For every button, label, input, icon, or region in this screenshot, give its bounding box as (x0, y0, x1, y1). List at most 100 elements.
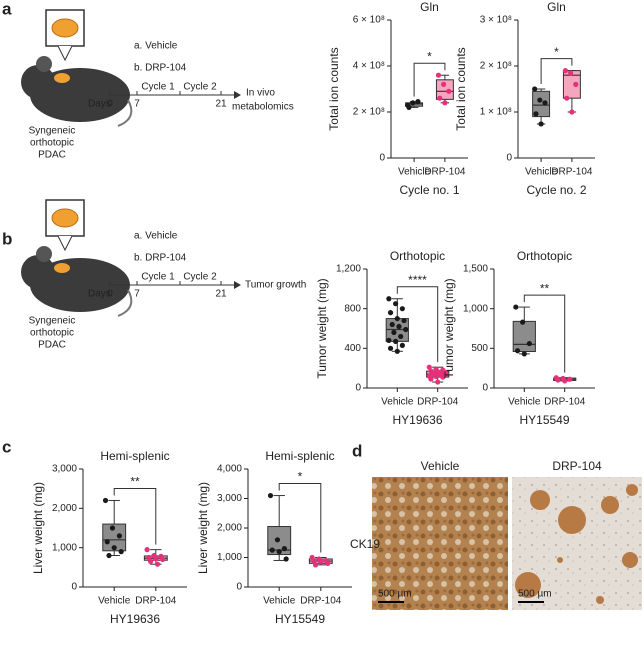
cycle-label: Cycle 2 (183, 82, 217, 93)
panel-label: a (2, 0, 12, 18)
data-point (537, 97, 543, 103)
data-point (267, 492, 274, 499)
data-point (513, 304, 519, 310)
y-axis-label: Liver weight (mg) (31, 482, 45, 574)
x-tick-label: Vehicle (508, 397, 541, 408)
box (102, 523, 127, 552)
significance-label: * (427, 49, 432, 63)
data-point (562, 378, 568, 384)
chart-title: Hemi-splenic (265, 449, 334, 463)
timeline-arrow (234, 91, 241, 99)
day-label: 21 (215, 99, 227, 110)
y-tick-label: 0 (379, 153, 385, 164)
data-point (386, 296, 392, 302)
data-point (154, 561, 161, 567)
mouse-head (21, 65, 55, 99)
data-point (394, 315, 400, 322)
column-label: Vehicle (421, 459, 460, 473)
mouse-tail (117, 289, 133, 317)
day-label: 0 (107, 99, 113, 110)
data-point (398, 333, 404, 340)
y-tick-label: 400 (344, 343, 361, 354)
mouse-tail (117, 99, 133, 127)
icon-pointer (57, 235, 73, 252)
arm-label: a. Vehicle (134, 41, 178, 52)
x-axis-label: HY15549 (275, 612, 325, 626)
y-axis-label: Total ion counts (454, 47, 468, 130)
data-point (146, 554, 152, 561)
x-axis-label: Cycle no. 1 (399, 183, 459, 197)
data-point (399, 342, 405, 348)
y-tick-label: 1,000 (217, 552, 242, 563)
data-point (410, 100, 416, 106)
data-point (567, 376, 573, 382)
data-point (118, 549, 124, 555)
data-point (283, 556, 289, 562)
box (435, 79, 454, 100)
data-point (274, 537, 281, 543)
tumor-site (54, 73, 70, 83)
significance-label: ** (130, 475, 140, 489)
model-label: Syngeneic (29, 316, 76, 327)
box-chart: Hemi-splenic 0 1,000 2,000 3,000 4,000 Liver w… (196, 449, 352, 626)
data-point (160, 556, 166, 563)
data-point (391, 329, 397, 336)
data-point (269, 547, 275, 553)
y-tick-label: 3,000 (217, 493, 242, 504)
model-label: orthotopic (30, 328, 74, 339)
data-point (435, 379, 441, 385)
data-point (433, 373, 439, 380)
y-tick-label: 2 × 10⁸ (353, 107, 385, 118)
day-label: 7 (134, 99, 140, 110)
data-point (403, 326, 409, 333)
arm-label: b. DRP-104 (134, 253, 187, 264)
y-axis-label: Total ion counts (327, 47, 341, 130)
box-chart: Gln 0 2 × 10⁸ 4 × 10⁸ 6 × 10⁸ Total ion count… (327, 0, 468, 197)
data-point (281, 546, 288, 552)
x-axis-label: HY19636 (392, 413, 442, 427)
tumor-nodules (515, 484, 638, 604)
x-tick-label: Vehicle (98, 596, 131, 607)
x-tick-label: Vehicle (525, 167, 558, 178)
icon-pointer (57, 45, 73, 62)
data-point (144, 547, 150, 553)
y-tick-label: 3,000 (52, 464, 77, 475)
y-tick-label: 4,000 (217, 464, 242, 475)
data-point (573, 81, 579, 87)
data-point (393, 338, 399, 344)
x-axis-label: HY19636 (110, 612, 160, 626)
data-point (542, 100, 548, 106)
data-point (442, 100, 448, 106)
arm-label: a. Vehicle (134, 231, 178, 242)
column-label: DRP-104 (552, 459, 602, 473)
row-label: CK19 (350, 537, 380, 551)
x-tick-label: DRP-104 (424, 167, 466, 178)
y-tick-label: 3 × 10⁸ (480, 15, 512, 26)
y-tick-label: 500 (471, 343, 488, 354)
data-point (555, 377, 561, 383)
panel-label: b (2, 229, 12, 248)
mouse-ear (36, 56, 52, 72)
histology: Vehicle DRP-104 CK19 500 µm 500 µm (350, 459, 642, 610)
data-point (393, 301, 399, 307)
data-point (394, 348, 400, 354)
data-point (533, 111, 539, 117)
data-point (521, 351, 527, 357)
x-axis-label: HY15549 (519, 413, 569, 427)
mouse-ear (36, 246, 52, 262)
data-point (104, 539, 110, 545)
arm-label: b. DRP-104 (134, 63, 187, 74)
data-point (520, 319, 526, 325)
day-label: 0 (107, 289, 113, 300)
panel-label: d (352, 441, 362, 460)
significance-label: ** (540, 281, 550, 295)
data-point (325, 560, 331, 567)
mouse-body (30, 258, 130, 312)
data-point (318, 559, 324, 565)
scale-label: 500 µm (518, 589, 552, 600)
significance-bracket (523, 294, 566, 373)
data-point (446, 88, 452, 94)
chart-title: Orthotopic (517, 249, 572, 263)
panel-label: c (2, 437, 11, 456)
